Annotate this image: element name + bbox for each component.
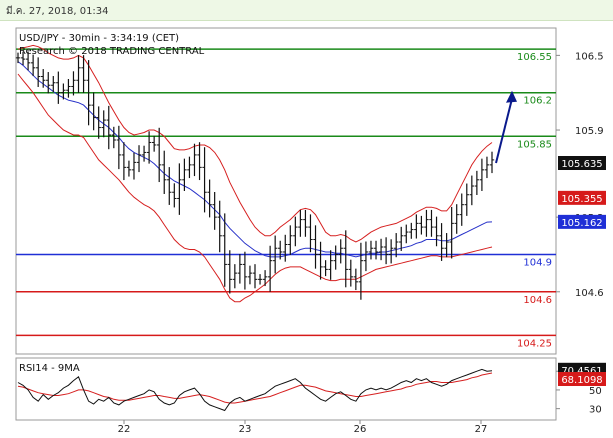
price-panel — [15, 27, 557, 355]
timestamp: มี.ค. 27, 2018, 01:34 — [6, 6, 109, 17]
moving-average — [17, 61, 493, 258]
bollinger-upper — [17, 44, 493, 243]
rsi-tag-label: 70.4561 — [561, 366, 602, 377]
rsi-panel — [15, 357, 557, 421]
y-tick-label: 106.5 — [575, 51, 604, 62]
rsi-label: RSI14 - 9MA — [19, 363, 80, 374]
rsi-ma-line — [17, 372, 493, 404]
rsi-tag-label: 68.1098 — [561, 375, 602, 386]
level-label: 104.6 — [523, 295, 552, 306]
x-tick-label: 23 — [239, 424, 252, 435]
price-tag — [558, 190, 606, 205]
status-bar: มี.ค. 27, 2018, 01:34 — [0, 0, 613, 21]
forecast-arrow — [495, 98, 513, 164]
x-tick-label: 22 — [118, 424, 131, 435]
level-label: 104.9 — [523, 257, 552, 268]
rsi-line — [17, 368, 493, 412]
price-tag — [558, 156, 606, 171]
level-label: 105.85 — [517, 139, 552, 150]
price-tag-label: 105.355 — [561, 194, 602, 205]
rsi-tag — [558, 371, 606, 386]
rsi-tick-label: 50 — [589, 386, 602, 397]
level-label: 106.55 — [517, 52, 552, 63]
y-tick-label: 104.6 — [575, 288, 604, 299]
forecast-arrowhead — [506, 90, 517, 103]
price-tag — [558, 214, 606, 229]
price-tag-label: 105.635 — [561, 159, 602, 170]
chart-title: USD/JPY - 30min - 3:34:19 (CET) — [19, 33, 179, 44]
rsi-tick-label: 30 — [589, 405, 602, 416]
x-tick-label: 27 — [475, 424, 488, 435]
level-label: 106.2 — [523, 96, 552, 107]
bollinger-lower — [17, 73, 493, 303]
x-tick-label: 26 — [354, 424, 367, 435]
level-label: 104.25 — [517, 338, 552, 349]
y-tick-label: 105.9 — [575, 126, 604, 137]
chart-subtitle: Research © 2018 TRADING CENTRAL — [19, 46, 205, 57]
price-tag-label: 105.162 — [561, 218, 602, 229]
